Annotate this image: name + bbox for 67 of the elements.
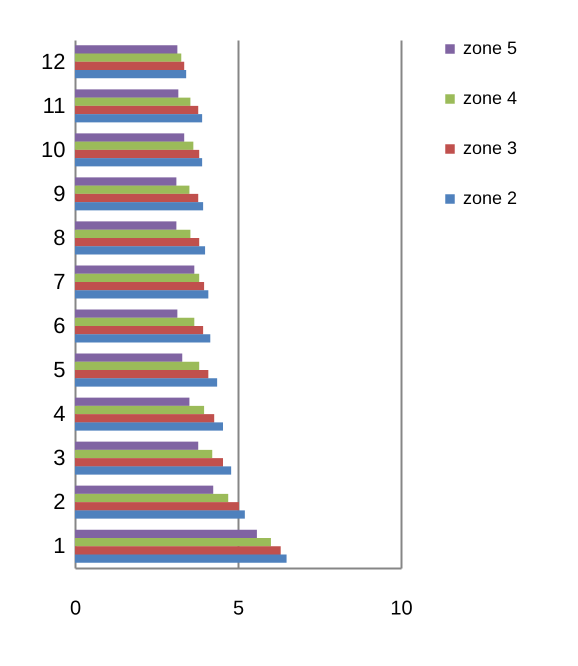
- y-tick-label: 12: [41, 48, 66, 74]
- bar: [75, 45, 178, 54]
- bar: [75, 466, 232, 475]
- legend-label: zone 3: [463, 138, 518, 158]
- bar: [75, 310, 178, 318]
- bar: [75, 62, 184, 70]
- bar: [75, 282, 204, 290]
- bar: [75, 362, 200, 370]
- y-tick-label: 2: [53, 489, 66, 514]
- y-tick-label: 11: [42, 92, 66, 118]
- y-tick-label: 8: [53, 224, 66, 250]
- bar: [75, 450, 212, 458]
- y-tick-label: 10: [41, 136, 66, 162]
- x-tick-label: 10: [390, 598, 413, 620]
- bar: [75, 158, 202, 166]
- y-tick-label: 1: [53, 533, 66, 558]
- bar: [75, 538, 271, 546]
- bar: [75, 458, 224, 466]
- bar: [75, 354, 182, 362]
- bar: [75, 265, 194, 274]
- bar: [75, 89, 178, 98]
- y-tick-label: 7: [53, 268, 66, 294]
- bar: [75, 398, 190, 406]
- bar: [75, 370, 208, 378]
- bar: [75, 290, 208, 298]
- bar: [75, 246, 206, 254]
- y-tick-label: 4: [53, 401, 66, 426]
- x-tick-label: 0: [70, 598, 82, 620]
- bar: [75, 114, 202, 122]
- bar: [75, 238, 200, 246]
- bar: [75, 177, 176, 186]
- bar: [75, 530, 257, 538]
- y-tick-label: 3: [53, 445, 66, 470]
- legend-label: zone 2: [463, 188, 518, 208]
- bar: [75, 202, 204, 210]
- bar: [75, 334, 210, 343]
- bar: [75, 510, 245, 519]
- bar: [75, 378, 218, 387]
- bar: [75, 142, 194, 150]
- bar: [75, 106, 198, 114]
- bar: [75, 133, 184, 142]
- bar: [75, 186, 190, 194]
- bar: [75, 230, 190, 238]
- y-tick-label: 9: [53, 180, 66, 206]
- y-tick-label: 6: [53, 313, 66, 338]
- bar: [75, 274, 200, 282]
- bar: [75, 70, 186, 78]
- bar: [75, 554, 287, 563]
- bar: [75, 326, 204, 334]
- bar: [75, 98, 190, 106]
- y-tick-label: 5: [53, 357, 66, 382]
- bar: [75, 406, 204, 414]
- bar: [75, 221, 176, 230]
- legend-label: zone 4: [463, 88, 518, 108]
- legend-label: zone 5: [463, 38, 518, 58]
- bar: [75, 442, 198, 450]
- bar: [75, 422, 224, 431]
- bar: [75, 150, 200, 158]
- bar: [75, 318, 194, 326]
- bar: [75, 414, 214, 422]
- bar: [75, 486, 214, 494]
- bar: [75, 54, 182, 62]
- x-tick-label: 5: [232, 598, 244, 620]
- bar: [75, 546, 281, 554]
- bar: [75, 494, 228, 502]
- bar: [75, 194, 198, 202]
- bar: [75, 502, 239, 510]
